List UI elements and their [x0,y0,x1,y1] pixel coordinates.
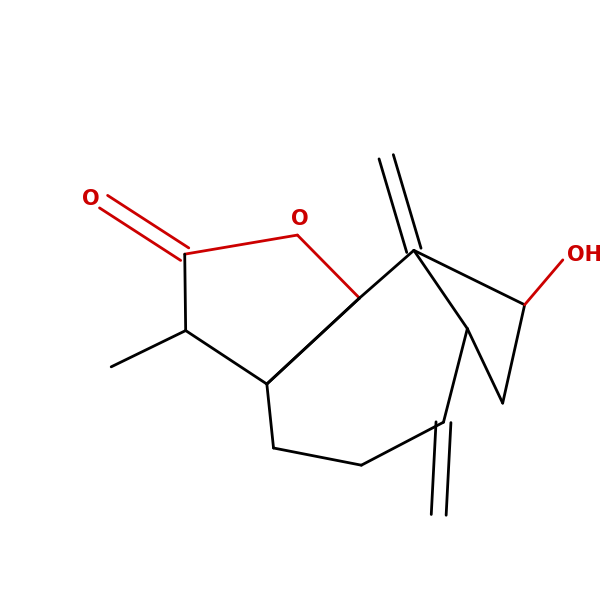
Text: O: O [82,189,100,209]
Text: OH: OH [567,245,600,265]
Text: O: O [292,209,309,229]
